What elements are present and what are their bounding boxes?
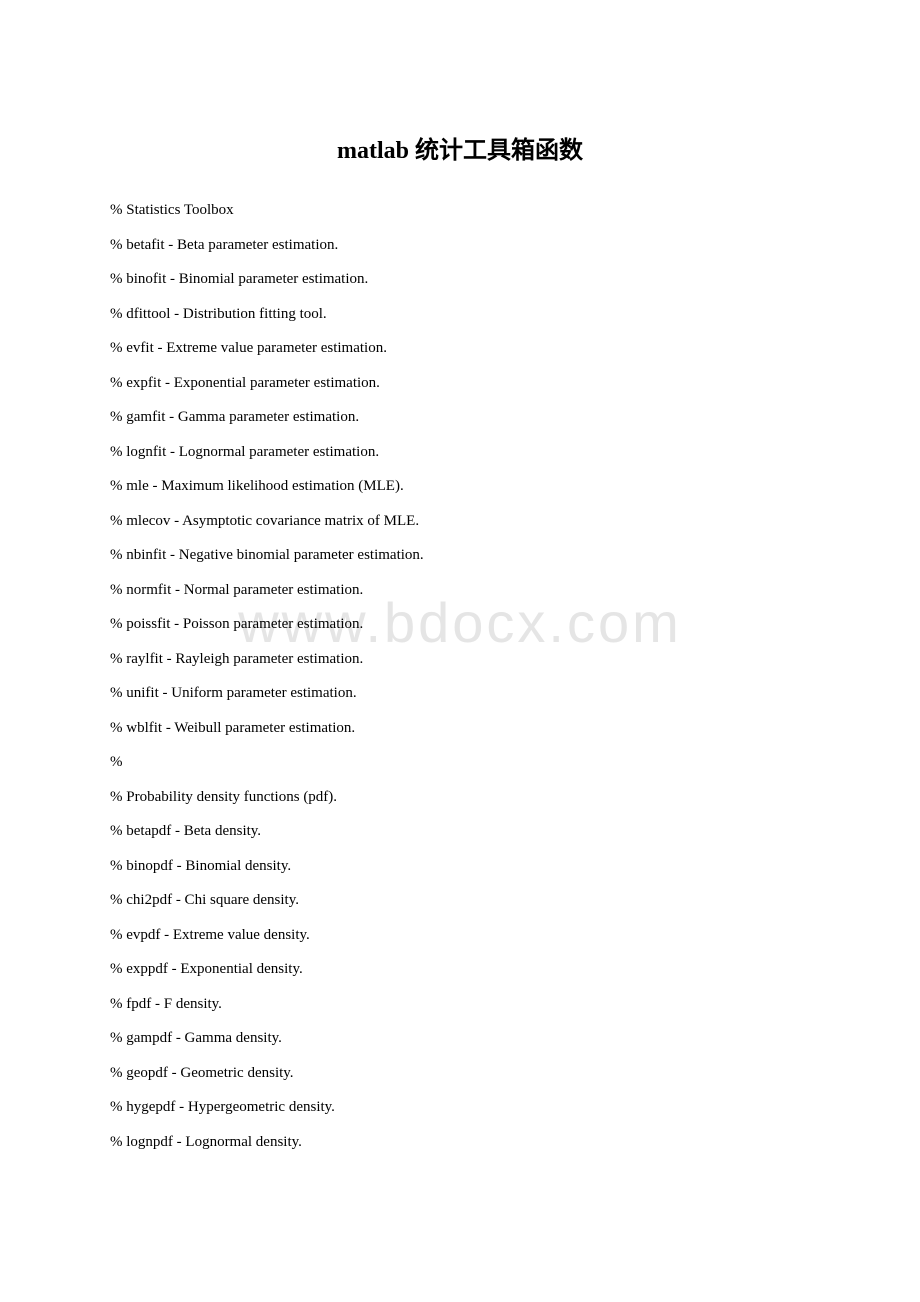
code-line: % Statistics Toolbox <box>110 193 810 228</box>
code-line: % geopdf - Geometric density. <box>110 1056 810 1091</box>
code-line: % exppdf - Exponential density. <box>110 952 810 987</box>
code-line: % evpdf - Extreme value density. <box>110 918 810 953</box>
code-line: % chi2pdf - Chi square density. <box>110 883 810 918</box>
code-line: % lognfit - Lognormal parameter estimati… <box>110 435 810 470</box>
code-line: % <box>110 745 810 780</box>
code-line: % binofit - Binomial parameter estimatio… <box>110 262 810 297</box>
code-line: % mle - Maximum likelihood estimation (M… <box>110 469 810 504</box>
code-line: % evfit - Extreme value parameter estima… <box>110 331 810 366</box>
code-line: % normfit - Normal parameter estimation. <box>110 573 810 608</box>
code-line: % dfittool - Distribution fitting tool. <box>110 297 810 332</box>
code-line: % gampdf - Gamma density. <box>110 1021 810 1056</box>
code-line: % fpdf - F density. <box>110 987 810 1022</box>
document-title: matlab 统计工具箱函数 <box>110 130 810 165</box>
code-line: % unifit - Uniform parameter estimation. <box>110 676 810 711</box>
code-line: % expfit - Exponential parameter estimat… <box>110 366 810 401</box>
code-line: % wblfit - Weibull parameter estimation. <box>110 711 810 746</box>
code-line: % poissfit - Poisson parameter estimatio… <box>110 607 810 642</box>
code-line: % hygepdf - Hypergeometric density. <box>110 1090 810 1125</box>
code-line: % nbinfit - Negative binomial parameter … <box>110 538 810 573</box>
code-line: % raylfit - Rayleigh parameter estimatio… <box>110 642 810 677</box>
code-line: % gamfit - Gamma parameter estimation. <box>110 400 810 435</box>
code-line: % betafit - Beta parameter estimation. <box>110 228 810 263</box>
code-line: % mlecov - Asymptotic covariance matrix … <box>110 504 810 539</box>
code-line: % binopdf - Binomial density. <box>110 849 810 884</box>
code-line: % lognpdf - Lognormal density. <box>110 1125 810 1160</box>
code-line: % betapdf - Beta density. <box>110 814 810 849</box>
document-content: matlab 统计工具箱函数 % Statistics Toolbox % be… <box>110 130 810 1159</box>
code-line: % Probability density functions (pdf). <box>110 780 810 815</box>
